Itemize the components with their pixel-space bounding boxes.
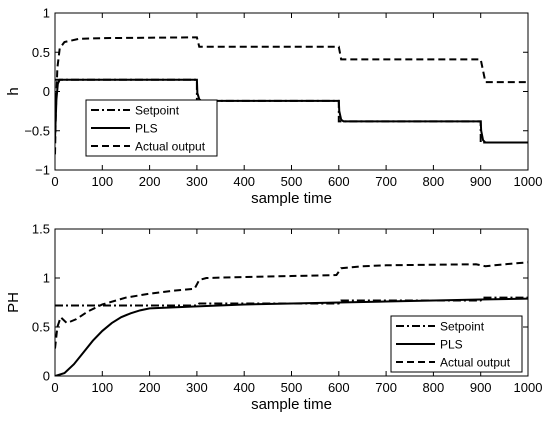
series-line-actual-output [55,36,528,155]
y-tick-label: 0.5 [32,320,50,335]
x-tick-label: 0 [51,174,58,189]
x-tick-label: 600 [328,380,350,395]
y-axis-label: h [5,87,22,95]
series-line-pls [55,297,528,376]
y-axis-label: PH [5,292,22,313]
y-tick-label: 1 [43,271,50,286]
x-tick-label: 200 [139,380,161,395]
x-tick-label: 400 [233,174,255,189]
y-tick-label: 0 [43,369,50,384]
x-tick-label: 900 [470,380,492,395]
x-tick-label: 500 [281,380,303,395]
x-tick-label: 200 [139,174,161,189]
x-tick-label: 500 [281,174,303,189]
x-tick-label: 800 [423,174,445,189]
x-tick-label: 700 [375,174,397,189]
legend-entry-actual-output: Actual output [440,356,511,370]
x-tick-label: 1000 [514,380,543,395]
x-tick-label: 700 [375,380,397,395]
x-tick-label: 900 [470,174,492,189]
legend: Setpoint PLS Actual output [390,315,523,373]
subplot-1: 0 100 200 300 400 500 600 700 800 900 1000 −1 −0.5 0 0… [5,6,542,208]
series-line-actual-output [55,261,528,349]
y-tick-label: −0.5 [24,123,50,138]
series-line-pls [55,78,528,144]
x-tick-label: 600 [328,174,350,189]
y-tick-label: 1.5 [32,222,50,237]
x-axis-label: sample time [251,396,332,413]
x-tick-label: 800 [423,380,445,395]
x-tick-label: 0 [51,380,58,395]
x-axis-label: sample time [251,190,332,207]
x-tick-label: 100 [91,380,113,395]
x-tick-label: 400 [233,380,255,395]
subplot-2: 0 100 200 300 400 500 600 700 800 900 1000 0 0.5 1 1.5… [5,222,542,414]
legend-entry-setpoint: Setpoint [440,320,485,334]
legend-entry-setpoint: Setpoint [135,104,180,118]
x-tick-label: 100 [91,174,113,189]
y-tick-label: 1 [43,6,50,21]
legend-entry-pls: PLS [440,338,463,352]
legend: Setpoint PLS Actual output [85,99,218,157]
x-tick-label: 300 [186,380,208,395]
legend-entry-pls: PLS [135,122,158,136]
x-tick-label: 300 [186,174,208,189]
x-tick-label: 1000 [514,174,543,189]
y-tick-label: −1 [35,163,50,178]
y-tick-label: 0.5 [32,45,50,60]
legend-entry-actual-output: Actual output [135,140,206,154]
y-tick-label: 0 [43,84,50,99]
